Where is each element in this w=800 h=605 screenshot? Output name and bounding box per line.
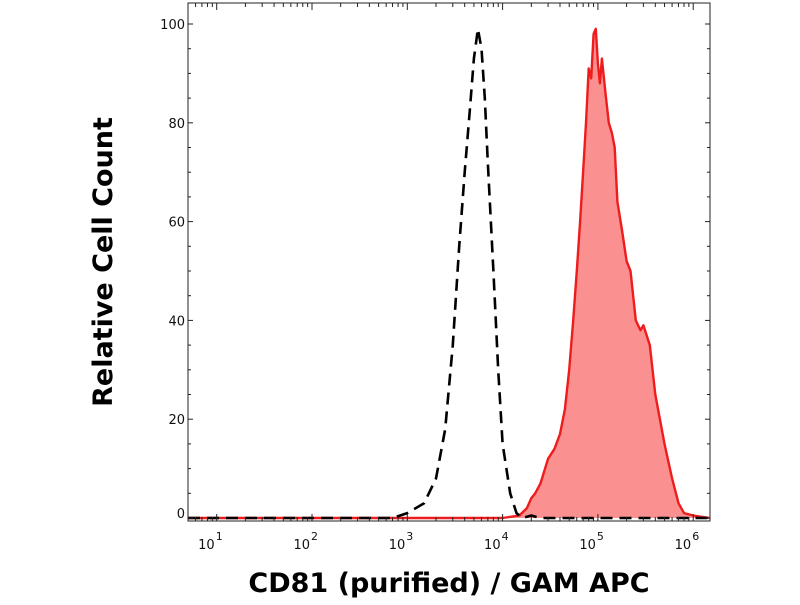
control-histogram-line bbox=[188, 27, 710, 520]
y-tick-label: 0 bbox=[177, 507, 185, 522]
plot-frame bbox=[187, 2, 711, 522]
x-tick-label: 10 bbox=[579, 538, 596, 553]
y-axis-title: Relative Cell Count bbox=[88, 117, 119, 407]
x-tick-exponent: 2 bbox=[311, 530, 318, 543]
x-tick-label: 10 bbox=[389, 538, 406, 553]
y-tick-label: 100 bbox=[160, 18, 185, 33]
y-tick-label: 40 bbox=[168, 314, 185, 329]
y-tick-label: 20 bbox=[168, 413, 185, 428]
x-tick-label: 10 bbox=[484, 538, 501, 553]
x-tick-label: 10 bbox=[198, 538, 215, 553]
series-fill-area bbox=[188, 28, 710, 519]
x-tick-exponent: 1 bbox=[216, 530, 223, 543]
x-tick-exponent: 4 bbox=[502, 530, 509, 543]
x-tick-exponent: 5 bbox=[597, 530, 604, 543]
x-tick-exponent: 6 bbox=[692, 530, 699, 543]
y-tick-label: 60 bbox=[168, 216, 185, 231]
x-axis-title: CD81 (purified) / GAM APC bbox=[248, 568, 649, 599]
x-tick-label: 10 bbox=[675, 538, 692, 553]
y-tick-label: 80 bbox=[168, 117, 185, 132]
stained-histogram-line bbox=[188, 27, 711, 520]
x-tick-exponent: 3 bbox=[406, 530, 413, 543]
x-tick-label: 10 bbox=[293, 538, 310, 553]
